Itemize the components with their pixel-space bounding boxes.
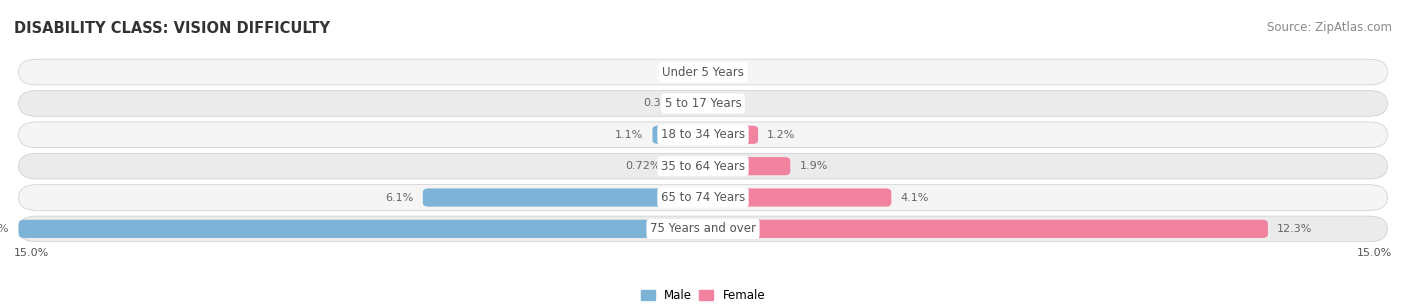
FancyBboxPatch shape	[18, 91, 1388, 116]
Text: 18 to 34 Years: 18 to 34 Years	[661, 128, 745, 141]
Text: 35 to 64 Years: 35 to 64 Years	[661, 160, 745, 173]
FancyBboxPatch shape	[18, 153, 1388, 179]
FancyBboxPatch shape	[669, 157, 703, 175]
Text: 0.33%: 0.33%	[644, 98, 679, 109]
Text: 14.9%: 14.9%	[0, 224, 10, 234]
FancyBboxPatch shape	[688, 94, 703, 112]
Text: 0.0%: 0.0%	[665, 67, 693, 77]
Text: 1.2%: 1.2%	[768, 130, 796, 140]
Text: 5 to 17 Years: 5 to 17 Years	[665, 97, 741, 110]
FancyBboxPatch shape	[18, 122, 1388, 148]
Text: 75 Years and over: 75 Years and over	[650, 223, 756, 235]
FancyBboxPatch shape	[423, 188, 703, 207]
Text: Source: ZipAtlas.com: Source: ZipAtlas.com	[1267, 21, 1392, 34]
FancyBboxPatch shape	[652, 126, 703, 144]
Text: Under 5 Years: Under 5 Years	[662, 66, 744, 78]
Text: 12.3%: 12.3%	[1277, 224, 1312, 234]
Text: 0.0%: 0.0%	[713, 67, 741, 77]
FancyBboxPatch shape	[703, 220, 1268, 238]
FancyBboxPatch shape	[18, 216, 1388, 242]
FancyBboxPatch shape	[703, 157, 790, 175]
Text: 1.9%: 1.9%	[800, 161, 828, 171]
FancyBboxPatch shape	[18, 185, 1388, 210]
Text: 1.1%: 1.1%	[614, 130, 644, 140]
Text: 4.1%: 4.1%	[900, 192, 929, 202]
Text: DISABILITY CLASS: VISION DIFFICULTY: DISABILITY CLASS: VISION DIFFICULTY	[14, 21, 330, 36]
FancyBboxPatch shape	[703, 126, 758, 144]
FancyBboxPatch shape	[18, 220, 703, 238]
Legend: Male, Female: Male, Female	[636, 284, 770, 304]
Text: 15.0%: 15.0%	[1357, 248, 1392, 258]
FancyBboxPatch shape	[18, 59, 1388, 85]
Text: 6.1%: 6.1%	[385, 192, 413, 202]
Text: 0.0%: 0.0%	[713, 98, 741, 109]
Text: 0.72%: 0.72%	[626, 161, 661, 171]
Text: 15.0%: 15.0%	[14, 248, 49, 258]
FancyBboxPatch shape	[703, 188, 891, 207]
Text: 65 to 74 Years: 65 to 74 Years	[661, 191, 745, 204]
